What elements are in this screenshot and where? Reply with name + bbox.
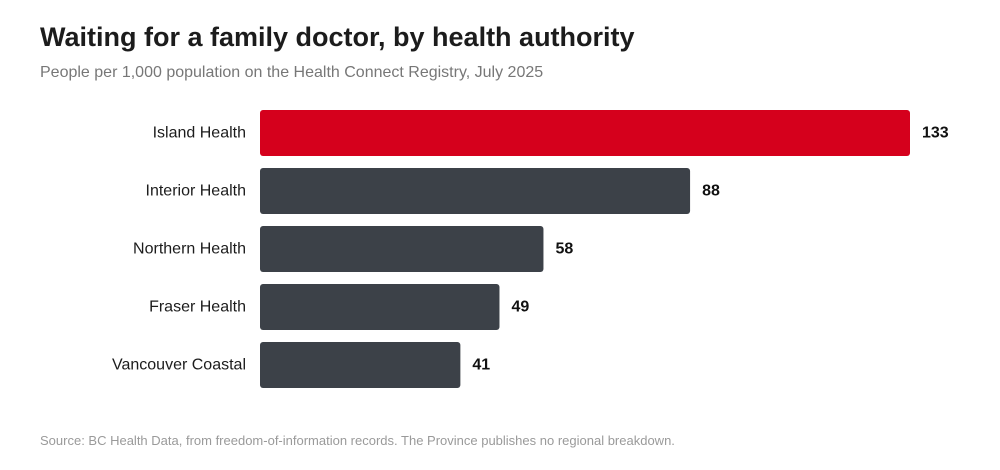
chart-title: Waiting for a family doctor, by health a… [40,22,635,52]
category-label-vancouver-coastal: Vancouver Coastal [112,357,246,374]
category-label-island-health: Island Health [153,125,246,142]
value-label-northern-health: 58 [555,241,573,258]
category-label-fraser-health: Fraser Health [149,299,246,316]
category-label-interior-health: Interior Health [146,183,247,200]
value-label-island-health: 133 [922,125,949,142]
chart-subtitle: People per 1,000 population on the Healt… [40,64,544,81]
bar-northern-health [260,226,544,272]
bar-interior-health [260,168,691,214]
bars-layer: Island Health 133 Interior Health 88 Norther… [112,110,949,388]
value-label-fraser-health: 49 [511,299,529,316]
bar-island-health [260,110,910,156]
bar-fraser-health [260,284,500,330]
value-label-interior-health: 88 [702,183,720,200]
value-label-vancouver-coastal: 41 [472,357,490,374]
bar-vancouver-coastal [260,342,461,388]
category-label-northern-health: Northern Health [133,241,246,258]
source-note: Source: BC Health Data, from freedom-of-… [40,433,675,448]
